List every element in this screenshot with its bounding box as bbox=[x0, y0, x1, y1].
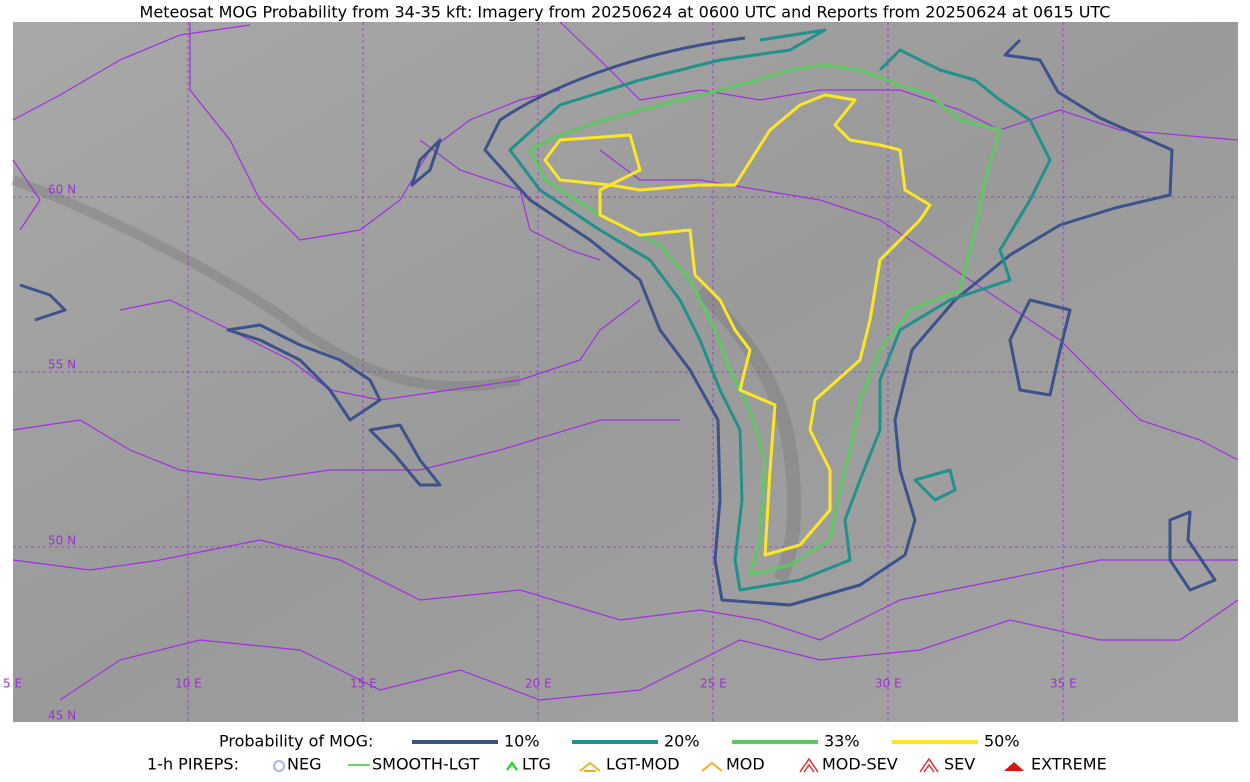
lon-label: 5 E bbox=[3, 677, 22, 691]
lon-label: 25 E bbox=[700, 677, 727, 691]
legend-item: MOD bbox=[726, 755, 765, 774]
lon-label: 35 E bbox=[1050, 677, 1077, 691]
legend-item: LTG bbox=[522, 755, 551, 774]
legend-item: 33% bbox=[824, 732, 860, 751]
lat-label: 55 N bbox=[48, 358, 76, 372]
legend-icon bbox=[506, 761, 518, 771]
lon-label: 30 E bbox=[875, 677, 902, 691]
legend-item: 10% bbox=[504, 732, 540, 751]
legend-item: MOD-SEV bbox=[822, 755, 898, 774]
legend-icon bbox=[919, 757, 939, 773]
legend-label: 1-h PIREPS: bbox=[147, 755, 239, 774]
legend-icon bbox=[579, 761, 601, 772]
grid-labels: 60 N 55 N 50 N 45 N 5 E 10 E 15 E 20 E 25 E 30 E 3… bbox=[3, 183, 1077, 723]
lat-label: 60 N bbox=[48, 183, 76, 197]
coastlines bbox=[12, 21, 1239, 701]
grid bbox=[13, 22, 1238, 722]
dark-band bbox=[11, 175, 521, 392]
legend-item: EXTREME bbox=[1031, 755, 1107, 774]
legend-item: SMOOTH-LGT bbox=[372, 755, 479, 774]
legend-item: NEG bbox=[287, 755, 321, 774]
legend-icon bbox=[273, 760, 285, 772]
map: 60 N 55 N 50 N 45 N 5 E 10 E 15 E 20 E 25 E 30 E 3… bbox=[3, 21, 1239, 723]
legend-item: 50% bbox=[984, 732, 1020, 751]
lat-label: 45 N bbox=[48, 709, 76, 723]
contours bbox=[19, 28, 1217, 607]
lon-label: 20 E bbox=[525, 677, 552, 691]
legend-item: 20% bbox=[664, 732, 700, 751]
title: Meteosat MOG Probability from 34-35 kft:… bbox=[140, 3, 1111, 22]
lon-label: 15 E bbox=[350, 677, 377, 691]
lat-label: 50 N bbox=[48, 534, 76, 548]
legend-icon bbox=[1004, 762, 1024, 771]
lon-label: 10 E bbox=[175, 677, 202, 691]
legend: Probability of MOG: 10% 20% 33% 50% 1-h PIREP… bbox=[147, 732, 1107, 774]
legend-label: Probability of MOG: bbox=[219, 732, 373, 751]
legend-item: SEV bbox=[944, 755, 975, 774]
legend-icon bbox=[701, 761, 723, 772]
legend-icon bbox=[799, 757, 819, 773]
legend-item: LGT-MOD bbox=[606, 755, 680, 774]
